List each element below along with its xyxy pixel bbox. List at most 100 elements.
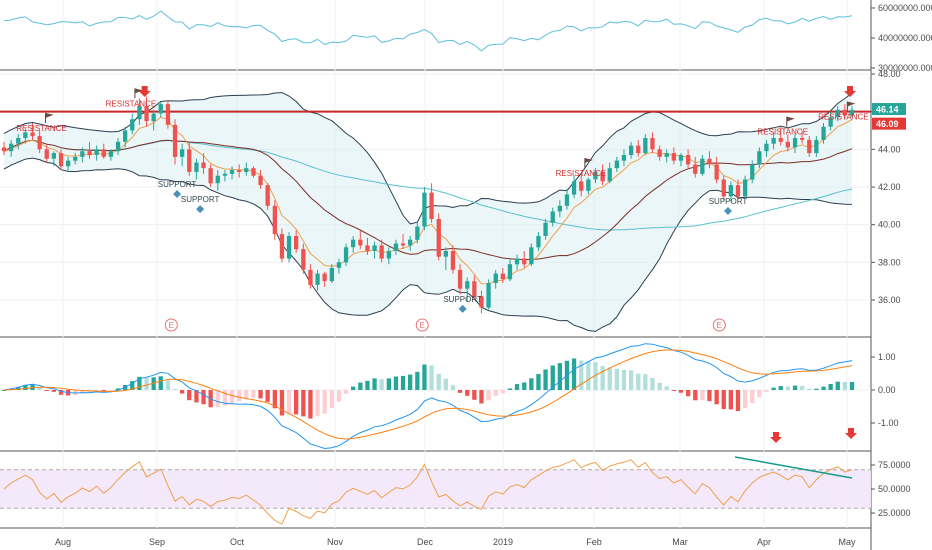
candle-body-3 [23, 132, 28, 138]
macd-histogram-bar-65 [465, 390, 470, 396]
candle-body-7 [51, 153, 56, 159]
macd-tick-label-1: 0.00 [878, 385, 896, 395]
resistance-label-8: RESISTANCE [818, 113, 869, 122]
candle-body-82 [586, 179, 591, 191]
macd-histogram-bar-35 [251, 390, 256, 398]
candle-body-46 [329, 268, 334, 282]
macd-histogram-bar-48 [343, 390, 349, 394]
price-tick-label-5: 38.00 [878, 257, 901, 267]
level-value: 46.09 [876, 119, 899, 129]
macd-histogram-bar-102 [728, 390, 733, 410]
candle-body-49 [351, 239, 356, 248]
resistance-label-5: RESISTANCE [556, 169, 607, 178]
candle-body-31 [222, 173, 228, 176]
candle-body-36 [258, 175, 263, 186]
candle-body-66 [472, 281, 477, 297]
macd-histogram-bar-19 [137, 376, 142, 390]
macd-histogram-bar-56 [400, 375, 406, 390]
macd-signal-line [3, 349, 853, 440]
macd-histogram-bar-51 [365, 380, 370, 390]
macd-histogram-bar-67 [479, 390, 484, 404]
candle-body-80 [571, 181, 577, 195]
macd-histogram-bar-46 [329, 390, 334, 408]
macd-histogram-bar-42 [301, 390, 306, 417]
annotations: RESISTANCE RESISTANCE SUPPORT SUPPORT SUPPOR… [16, 86, 869, 443]
macd-histogram-bar-72 [514, 384, 520, 390]
candle-body-16 [115, 141, 121, 152]
macd-histogram-bar-78 [557, 363, 562, 390]
macd-histogram-bar-32 [229, 390, 235, 404]
macd-histogram-bar-84 [600, 366, 605, 390]
time-axis: Aug Sep Oct Nov Dec 2019 Feb Mar Apr May [55, 537, 856, 547]
macd-histogram-bar-69 [493, 390, 498, 396]
candle-body-58 [415, 226, 420, 240]
candle-body-119 [849, 109, 855, 116]
candle-body-44 [315, 273, 320, 285]
candle-body-25 [180, 149, 185, 157]
candle-body-21 [151, 113, 156, 122]
candle-body-115 [821, 126, 826, 140]
time-label-feb: Feb [586, 537, 602, 547]
candle-body-88 [629, 145, 634, 155]
support-diamond-icon-6 [723, 206, 732, 215]
macd-histogram-bar-68 [486, 390, 491, 401]
candle-body-32 [229, 170, 235, 174]
candle-body-86 [614, 160, 619, 169]
candle-body-76 [543, 222, 548, 236]
macd-histogram-bar-62 [443, 378, 448, 390]
candle-body-20 [144, 106, 149, 122]
candle-body-18 [130, 119, 135, 131]
macd-histogram-bar-101 [721, 390, 726, 409]
resistance-label-7: RESISTANCE [758, 128, 809, 137]
macd-histogram-bar-63 [450, 385, 456, 390]
last-price-value: 46.14 [876, 105, 899, 115]
macd-histogram-bar-54 [386, 378, 391, 390]
candle-body-65 [465, 281, 470, 289]
macd-histogram-bar-43 [308, 390, 313, 419]
candle-body-106 [757, 151, 762, 165]
macd-histogram-bar-85 [607, 367, 612, 390]
macd-histogram-bar-33 [237, 390, 242, 402]
resistance-flag-icon-0 [45, 112, 54, 118]
candle-body-103 [735, 185, 741, 197]
candle-body-85 [607, 168, 612, 182]
time-label-nov: Nov [327, 537, 344, 547]
candle-body-71 [507, 264, 513, 280]
candle-body-40 [286, 236, 292, 259]
earnings-marker-label-2: E [717, 321, 722, 330]
y-axes: 60000000.000040000000.000030000000.00004… [871, 3, 932, 518]
macd-histogram-bar-109 [778, 386, 783, 390]
candle-body-5 [37, 136, 42, 150]
candle-body-72 [514, 258, 520, 265]
support-diamond-icon-4 [458, 304, 467, 313]
macd-histogram-bar-118 [842, 382, 847, 390]
macd-histogram-bar-7 [51, 390, 56, 392]
macd-histogram-bar-75 [536, 374, 541, 390]
macd-histogram-bar-119 [849, 382, 855, 390]
macd-pane[interactable] [1, 343, 855, 450]
macd-histogram-bar-37 [265, 390, 270, 402]
macd-histogram-bar-28 [201, 390, 206, 405]
candle-body-9 [66, 160, 71, 167]
candle-body-112 [800, 138, 805, 140]
volume-tick-label-0: 60000000.0000 [878, 3, 932, 13]
macd-histogram-bar-61 [436, 373, 441, 390]
macd-histogram-bar-52 [372, 378, 377, 390]
candle-body-77 [550, 211, 555, 223]
macd-histogram-bar-82 [586, 361, 591, 390]
resistance-flag-icon-1 [134, 88, 143, 94]
macd-histogram-bar-108 [771, 387, 776, 390]
resistance-flag-icon-5 [584, 158, 593, 164]
rsi-pane[interactable] [0, 456, 871, 525]
candle-body-95 [678, 155, 684, 161]
candle-body-87 [621, 155, 627, 161]
macd-histogram-bar-39 [279, 390, 285, 416]
candle-body-17 [123, 130, 128, 142]
candle-body-75 [536, 236, 541, 248]
candle-body-27 [194, 162, 199, 172]
price-pane[interactable] [0, 92, 871, 332]
candle-body-34 [244, 168, 249, 172]
macd-histogram-bar-6 [44, 390, 49, 391]
macd-histogram-bar-34 [244, 390, 249, 399]
